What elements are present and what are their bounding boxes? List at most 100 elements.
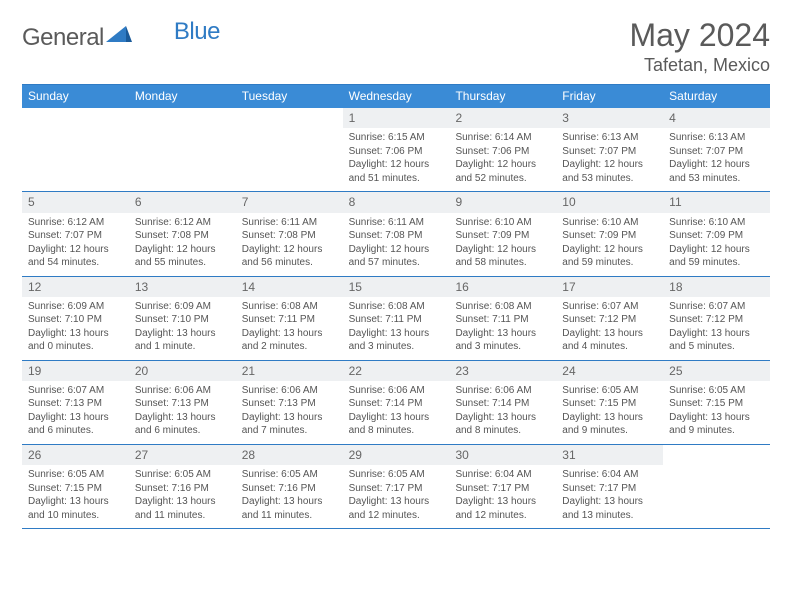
day-line-dl2: and 11 minutes. [135, 509, 230, 523]
day-body: Sunrise: 6:05 AMSunset: 7:16 PMDaylight:… [236, 465, 343, 528]
day-line-dl1: Daylight: 12 hours [135, 243, 230, 257]
calendar-week: 26Sunrise: 6:05 AMSunset: 7:15 PMDayligh… [22, 445, 770, 529]
title-block: May 2024 Tafetan, Mexico [629, 18, 770, 76]
day-body: Sunrise: 6:08 AMSunset: 7:11 PMDaylight:… [449, 297, 556, 360]
dow-thursday: Thursday [449, 85, 556, 108]
calendar-cell: 19Sunrise: 6:07 AMSunset: 7:13 PMDayligh… [22, 361, 129, 444]
day-line-dl1: Daylight: 13 hours [242, 327, 337, 341]
day-line-sunset: Sunset: 7:06 PM [455, 145, 550, 159]
day-line-sunrise: Sunrise: 6:07 AM [28, 384, 123, 398]
day-line-sunset: Sunset: 7:08 PM [135, 229, 230, 243]
day-body: Sunrise: 6:06 AMSunset: 7:14 PMDaylight:… [449, 381, 556, 444]
day-body: Sunrise: 6:09 AMSunset: 7:10 PMDaylight:… [22, 297, 129, 360]
calendar-cell: 10Sunrise: 6:10 AMSunset: 7:09 PMDayligh… [556, 192, 663, 275]
day-line-dl2: and 10 minutes. [28, 509, 123, 523]
day-line-dl1: Daylight: 12 hours [455, 158, 550, 172]
calendar-cell: 13Sunrise: 6:09 AMSunset: 7:10 PMDayligh… [129, 277, 236, 360]
day-number: 22 [343, 361, 450, 381]
day-body: Sunrise: 6:14 AMSunset: 7:06 PMDaylight:… [449, 128, 556, 191]
day-line-dl2: and 13 minutes. [562, 509, 657, 523]
day-line-dl1: Daylight: 13 hours [349, 327, 444, 341]
day-body: Sunrise: 6:05 AMSunset: 7:15 PMDaylight:… [22, 465, 129, 528]
day-line-dl2: and 8 minutes. [349, 424, 444, 438]
day-number: 4 [663, 108, 770, 128]
dow-wednesday: Wednesday [343, 85, 450, 108]
day-number: 16 [449, 277, 556, 297]
day-line-dl1: Daylight: 13 hours [669, 327, 764, 341]
day-line-sunset: Sunset: 7:15 PM [562, 397, 657, 411]
calendar-cell: 26Sunrise: 6:05 AMSunset: 7:15 PMDayligh… [22, 445, 129, 528]
day-line-sunset: Sunset: 7:09 PM [669, 229, 764, 243]
day-line-sunset: Sunset: 7:11 PM [242, 313, 337, 327]
day-line-sunrise: Sunrise: 6:06 AM [135, 384, 230, 398]
calendar-cell: 23Sunrise: 6:06 AMSunset: 7:14 PMDayligh… [449, 361, 556, 444]
day-number: 8 [343, 192, 450, 212]
day-line-dl1: Daylight: 13 hours [28, 411, 123, 425]
calendar-cell: 24Sunrise: 6:05 AMSunset: 7:15 PMDayligh… [556, 361, 663, 444]
header-row: General Blue May 2024 Tafetan, Mexico [22, 18, 770, 76]
calendar-cell: 27Sunrise: 6:05 AMSunset: 7:16 PMDayligh… [129, 445, 236, 528]
calendar-cell: 8Sunrise: 6:11 AMSunset: 7:08 PMDaylight… [343, 192, 450, 275]
day-line-sunset: Sunset: 7:08 PM [242, 229, 337, 243]
day-line-sunrise: Sunrise: 6:06 AM [349, 384, 444, 398]
day-body: Sunrise: 6:05 AMSunset: 7:17 PMDaylight:… [343, 465, 450, 528]
day-number: 26 [22, 445, 129, 465]
day-number: 15 [343, 277, 450, 297]
day-line-dl1: Daylight: 13 hours [135, 411, 230, 425]
day-line-dl1: Daylight: 13 hours [28, 495, 123, 509]
day-line-sunrise: Sunrise: 6:13 AM [669, 131, 764, 145]
day-number: 2 [449, 108, 556, 128]
day-line-dl2: and 2 minutes. [242, 340, 337, 354]
day-line-dl2: and 3 minutes. [349, 340, 444, 354]
day-body: Sunrise: 6:09 AMSunset: 7:10 PMDaylight:… [129, 297, 236, 360]
day-body: Sunrise: 6:12 AMSunset: 7:08 PMDaylight:… [129, 213, 236, 276]
calendar-week: 12Sunrise: 6:09 AMSunset: 7:10 PMDayligh… [22, 277, 770, 361]
calendar-cell [22, 108, 129, 191]
day-line-sunset: Sunset: 7:17 PM [455, 482, 550, 496]
brand-text-2: Blue [174, 18, 220, 46]
day-line-sunset: Sunset: 7:16 PM [242, 482, 337, 496]
dow-monday: Monday [129, 85, 236, 108]
day-line-sunset: Sunset: 7:11 PM [349, 313, 444, 327]
day-line-dl2: and 53 minutes. [562, 172, 657, 186]
location-text: Tafetan, Mexico [629, 55, 770, 76]
day-line-sunrise: Sunrise: 6:08 AM [242, 300, 337, 314]
day-line-sunset: Sunset: 7:13 PM [242, 397, 337, 411]
day-line-sunset: Sunset: 7:12 PM [562, 313, 657, 327]
day-line-sunrise: Sunrise: 6:05 AM [28, 468, 123, 482]
day-line-sunrise: Sunrise: 6:05 AM [562, 384, 657, 398]
day-body: Sunrise: 6:08 AMSunset: 7:11 PMDaylight:… [343, 297, 450, 360]
dow-tuesday: Tuesday [236, 85, 343, 108]
calendar-cell: 5Sunrise: 6:12 AMSunset: 7:07 PMDaylight… [22, 192, 129, 275]
day-line-sunset: Sunset: 7:07 PM [562, 145, 657, 159]
day-line-dl2: and 5 minutes. [669, 340, 764, 354]
day-body: Sunrise: 6:13 AMSunset: 7:07 PMDaylight:… [556, 128, 663, 191]
day-line-sunrise: Sunrise: 6:09 AM [28, 300, 123, 314]
day-number: 21 [236, 361, 343, 381]
day-line-sunrise: Sunrise: 6:12 AM [28, 216, 123, 230]
day-line-dl1: Daylight: 12 hours [669, 243, 764, 257]
day-line-dl2: and 52 minutes. [455, 172, 550, 186]
day-line-sunrise: Sunrise: 6:07 AM [562, 300, 657, 314]
day-line-dl2: and 51 minutes. [349, 172, 444, 186]
day-number: 30 [449, 445, 556, 465]
day-line-sunrise: Sunrise: 6:04 AM [562, 468, 657, 482]
dow-sunday: Sunday [22, 85, 129, 108]
dow-saturday: Saturday [663, 85, 770, 108]
day-body: Sunrise: 6:05 AMSunset: 7:15 PMDaylight:… [556, 381, 663, 444]
day-number: 14 [236, 277, 343, 297]
day-line-sunset: Sunset: 7:15 PM [28, 482, 123, 496]
day-body: Sunrise: 6:08 AMSunset: 7:11 PMDaylight:… [236, 297, 343, 360]
calendar-cell: 14Sunrise: 6:08 AMSunset: 7:11 PMDayligh… [236, 277, 343, 360]
calendar-cell: 15Sunrise: 6:08 AMSunset: 7:11 PMDayligh… [343, 277, 450, 360]
day-line-dl1: Daylight: 13 hours [562, 411, 657, 425]
day-line-dl2: and 12 minutes. [455, 509, 550, 523]
day-line-sunset: Sunset: 7:11 PM [455, 313, 550, 327]
day-line-dl1: Daylight: 13 hours [669, 411, 764, 425]
day-line-sunset: Sunset: 7:12 PM [669, 313, 764, 327]
day-line-dl1: Daylight: 13 hours [455, 411, 550, 425]
day-line-dl2: and 59 minutes. [562, 256, 657, 270]
day-line-dl1: Daylight: 13 hours [28, 327, 123, 341]
day-body: Sunrise: 6:10 AMSunset: 7:09 PMDaylight:… [449, 213, 556, 276]
day-body: Sunrise: 6:11 AMSunset: 7:08 PMDaylight:… [236, 213, 343, 276]
